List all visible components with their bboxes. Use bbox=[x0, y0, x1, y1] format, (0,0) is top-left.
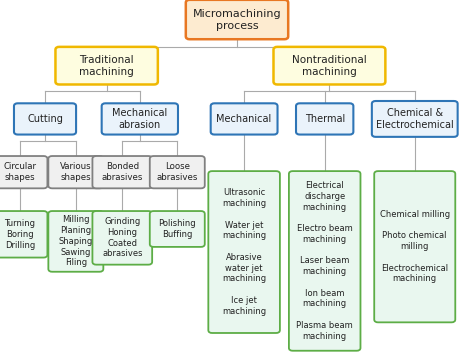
Text: Loose
abrasives: Loose abrasives bbox=[156, 162, 198, 182]
FancyBboxPatch shape bbox=[14, 103, 76, 135]
Text: Chemical milling

Photo chemical
milling

Electrochemical
machining: Chemical milling Photo chemical milling … bbox=[380, 210, 450, 284]
Text: Bonded
abrasives: Bonded abrasives bbox=[101, 162, 143, 182]
FancyBboxPatch shape bbox=[48, 156, 103, 188]
FancyBboxPatch shape bbox=[48, 211, 103, 272]
FancyBboxPatch shape bbox=[374, 171, 455, 322]
FancyBboxPatch shape bbox=[289, 171, 360, 351]
FancyBboxPatch shape bbox=[0, 211, 47, 258]
Text: Micromachining
process: Micromachining process bbox=[193, 9, 281, 31]
FancyBboxPatch shape bbox=[209, 171, 280, 333]
FancyBboxPatch shape bbox=[101, 103, 178, 135]
Text: Ultrasonic
machining

Water jet
machining

Abrasive
water jet
machining

Ice jet: Ultrasonic machining Water jet machining… bbox=[222, 189, 266, 316]
Text: Traditional
machining: Traditional machining bbox=[79, 55, 134, 77]
Text: Polishing
Buffing: Polishing Buffing bbox=[158, 219, 196, 239]
FancyBboxPatch shape bbox=[92, 156, 152, 188]
FancyBboxPatch shape bbox=[372, 101, 457, 137]
FancyBboxPatch shape bbox=[150, 211, 205, 247]
FancyBboxPatch shape bbox=[0, 156, 47, 188]
FancyBboxPatch shape bbox=[273, 47, 385, 84]
Text: Various
shapes: Various shapes bbox=[60, 162, 91, 182]
Text: Chemical &
Electrochemical: Chemical & Electrochemical bbox=[376, 108, 454, 130]
Text: Thermal: Thermal bbox=[305, 114, 345, 124]
Text: Milling
Planing
Shaping
Sawing
Filing: Milling Planing Shaping Sawing Filing bbox=[59, 215, 93, 267]
Text: Cutting: Cutting bbox=[27, 114, 63, 124]
Text: Mechanical
abrasion: Mechanical abrasion bbox=[112, 108, 167, 130]
FancyBboxPatch shape bbox=[186, 0, 288, 39]
Text: Grinding
Honing
Coated
abrasives: Grinding Honing Coated abrasives bbox=[102, 217, 143, 258]
FancyBboxPatch shape bbox=[55, 47, 158, 84]
Text: Circular
shapes: Circular shapes bbox=[3, 162, 36, 182]
Text: Turning
Boring
Drilling: Turning Boring Drilling bbox=[4, 219, 36, 250]
FancyBboxPatch shape bbox=[210, 103, 277, 135]
FancyBboxPatch shape bbox=[92, 211, 152, 265]
Text: Mechanical: Mechanical bbox=[217, 114, 272, 124]
FancyBboxPatch shape bbox=[150, 156, 205, 188]
Text: Electrical
discharge
machining

Electro beam
machining

Laser beam
machining

Io: Electrical discharge machining Electro b… bbox=[296, 181, 353, 341]
Text: Nontraditional
machining: Nontraditional machining bbox=[292, 55, 367, 77]
FancyBboxPatch shape bbox=[296, 103, 353, 135]
